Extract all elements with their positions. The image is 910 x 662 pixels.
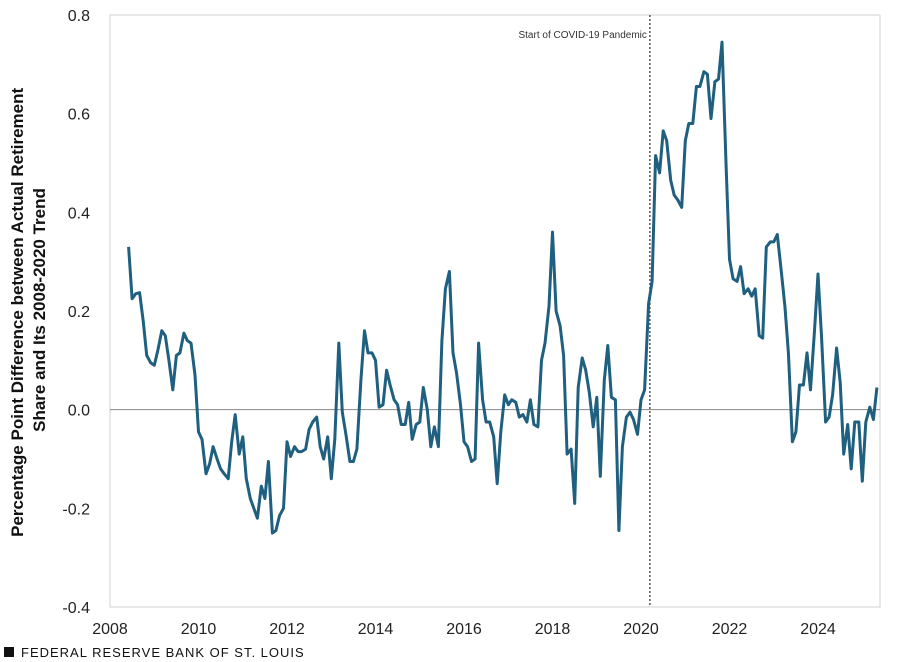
x-tick-label: 2014 xyxy=(358,621,394,638)
x-tick-label: 2020 xyxy=(623,621,659,638)
footer-square-icon xyxy=(4,647,14,657)
x-tick-label: 2012 xyxy=(269,621,305,638)
x-axis-ticks: 2008 2010 2012 2014 2016 2018 2020 2022 2024 xyxy=(92,621,836,638)
x-tick-label: 2018 xyxy=(535,621,571,638)
y-tick-label: 0.6 xyxy=(68,107,90,124)
y-tick-label: 0.4 xyxy=(68,205,90,222)
y-axis-label-line-1: Percentage Point Difference between Actu… xyxy=(8,88,27,537)
y-axis-ticks: -0.4 -0.2 0.0 0.2 0.4 0.6 0.8 xyxy=(62,8,90,617)
x-tick-label: 2016 xyxy=(446,621,482,638)
footer: FEDERAL RESERVE BANK OF ST. LOUIS xyxy=(4,644,305,660)
y-tick-label: 0.2 xyxy=(68,304,90,321)
y-tick-label: -0.4 xyxy=(62,600,90,617)
x-tick-label: 2008 xyxy=(92,621,128,638)
plot-frame xyxy=(109,14,881,608)
y-tick-label: -0.2 xyxy=(62,501,90,518)
plot-border xyxy=(109,14,881,608)
series-line xyxy=(127,40,879,535)
x-tick-label: 2010 xyxy=(181,621,217,638)
footer-text: FEDERAL RESERVE BANK OF ST. LOUIS xyxy=(21,644,305,660)
y-tick-label: 0.8 xyxy=(68,8,90,25)
y-axis-label-line-2: Share and Its 2008-2020 Trend xyxy=(30,188,49,432)
x-tick-label: 2024 xyxy=(800,621,836,638)
x-tick-label: 2022 xyxy=(712,621,748,638)
y-axis-label: Percentage Point Difference between Actu… xyxy=(8,83,49,537)
covid-annotation: Start of COVID-19 Pandemic xyxy=(518,30,646,41)
y-tick-label: 0.0 xyxy=(68,403,90,420)
